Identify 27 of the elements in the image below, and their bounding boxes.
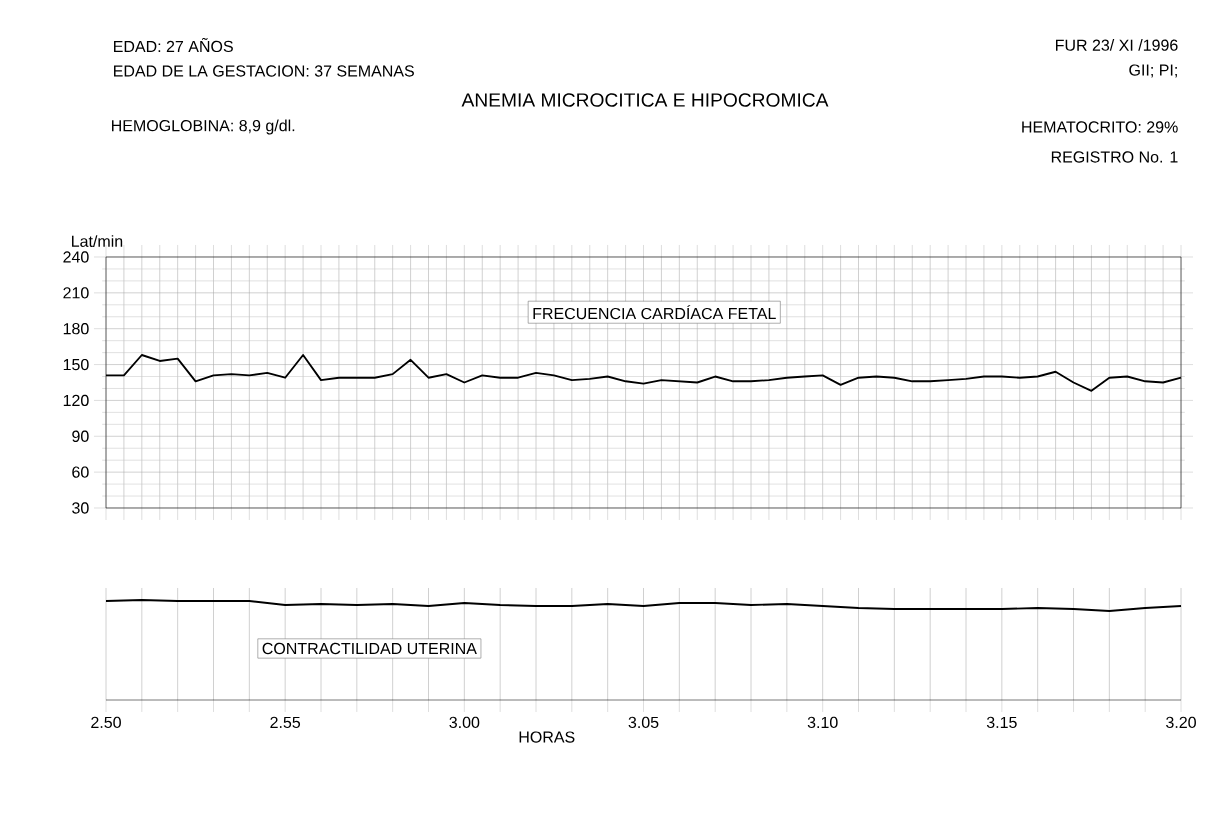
chart-title: ANEMIA MICROCITICA E HIPOCROMICA — [461, 93, 829, 107]
y-tick-label: 150 — [63, 358, 89, 371]
y-tick-label: 60 — [72, 466, 89, 478]
annotation: FRECUENCIA CARDÍACA FETAL — [533, 305, 776, 320]
x-tick-label: 3.10 — [807, 716, 838, 729]
text: REGISTRO No. 1 — [1051, 151, 1178, 163]
text: HEMOGLOBINA: 8,9 g/dl. — [112, 119, 295, 135]
x-tick-label: 3.00 — [449, 716, 480, 729]
text: HEMATOCRITO: 29% — [1022, 121, 1178, 133]
y-tick-label: 240 — [63, 251, 89, 263]
x-axis-title: HORAS — [519, 731, 575, 743]
text: EDAD DE LA GESTACION: 37 SEMANAS — [114, 65, 414, 77]
text: GII; PI; — [1129, 64, 1177, 78]
y-tick-label: 30 — [72, 502, 89, 514]
x-tick-label: 3.15 — [986, 716, 1017, 729]
y-tick-label: 90 — [72, 430, 89, 442]
annotation: CONTRACTILIDAD UTERINA — [262, 642, 477, 655]
x-tick-label: 3.20 — [1166, 716, 1196, 729]
text: FUR 23/ XI /1996 — [1056, 39, 1178, 51]
y-tick-label: 210 — [63, 287, 89, 299]
y-tick-label: 180 — [63, 323, 89, 335]
y-axis-title: Lat/min — [72, 235, 123, 247]
x-tick-label: 2.50 — [91, 716, 121, 729]
text: EDAD: 27 AÑOS — [114, 37, 233, 53]
x-tick-label: 3.05 — [628, 716, 659, 729]
y-tick-label: 120 — [63, 394, 89, 407]
x-tick-label: 2.55 — [270, 716, 301, 729]
